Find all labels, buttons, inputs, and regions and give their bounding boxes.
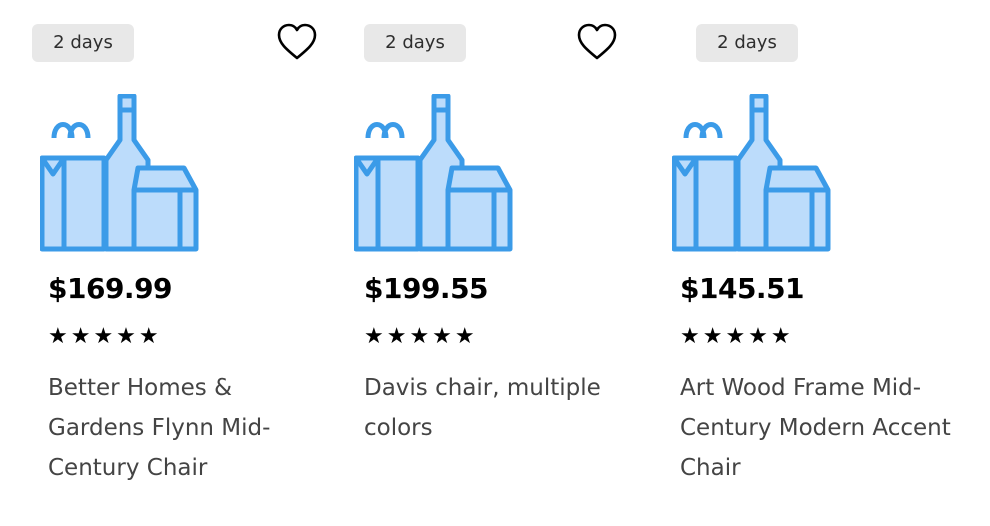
delivery-badge: 2 days [32, 24, 134, 62]
product-title[interactable]: Davis chair, multiple colors [364, 375, 601, 441]
product-price: $145.51 [680, 272, 805, 305]
star-rating: ★★★★★ [364, 324, 478, 349]
grocery-icon[interactable] [672, 94, 832, 254]
heart-icon[interactable] [276, 22, 318, 62]
delivery-badge: 2 days [364, 24, 466, 62]
delivery-badge: 2 days [696, 24, 798, 62]
grocery-icon[interactable] [354, 94, 514, 254]
heart-icon[interactable] [576, 22, 618, 62]
product-title[interactable]: Art Wood Frame Mid-Century Modern Accent… [680, 375, 951, 481]
product-card[interactable]: 2 days $145.51 ★★★★★ Art Wood Frame Mid-… [672, 0, 990, 526]
product-card[interactable]: 2 days $199.55 ★★★★★ Davis chair, multip… [354, 0, 664, 526]
star-rating: ★★★★★ [680, 324, 794, 349]
product-price: $169.99 [48, 272, 173, 305]
product-title[interactable]: Better Homes & Gardens Flynn Mid-Century… [48, 375, 271, 481]
product-card[interactable]: 2 days $169.99 ★★★★★ Better Homes & Gard… [32, 0, 332, 526]
star-rating: ★★★★★ [48, 324, 162, 349]
product-price: $199.55 [364, 272, 489, 305]
grocery-icon[interactable] [40, 94, 200, 254]
